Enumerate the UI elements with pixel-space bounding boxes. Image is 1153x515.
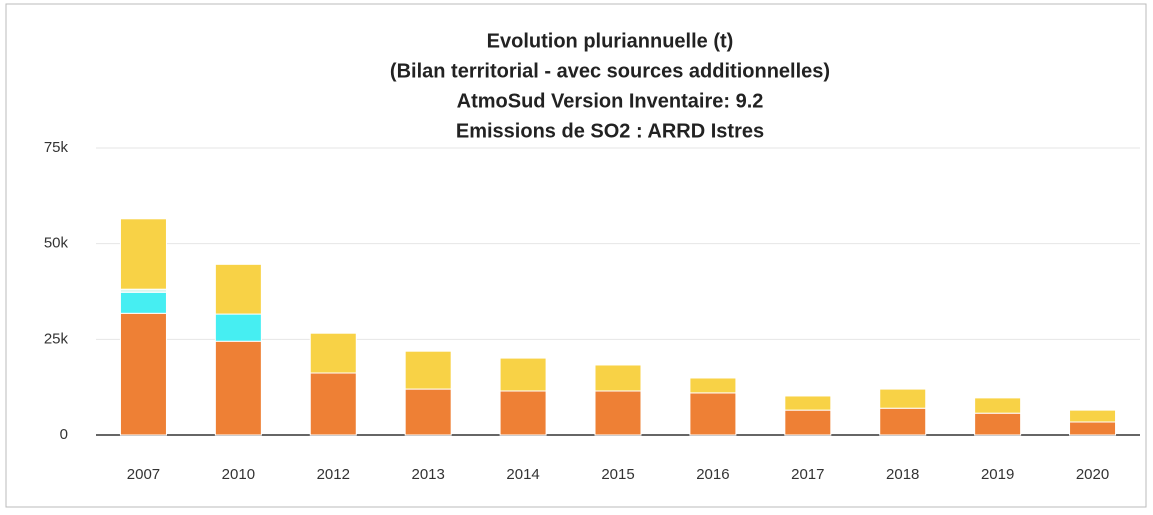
- bar-segment: [974, 397, 1022, 414]
- chart-title: Evolution pluriannuelle (t): [487, 30, 734, 52]
- bar-segment: [594, 364, 642, 392]
- bar-segment: [879, 407, 927, 436]
- bar-segment: [1069, 409, 1117, 423]
- bar-segment: [404, 350, 452, 390]
- x-tick-label: 2013: [411, 466, 444, 483]
- bar-segment: [404, 388, 452, 436]
- bar-segment: [119, 218, 167, 290]
- bar-segment: [689, 392, 737, 436]
- bar-segment: [499, 357, 547, 392]
- chart-title: AtmoSud Version Inventaire: 9.2: [457, 90, 764, 112]
- y-tick-label: 0: [60, 426, 68, 443]
- y-tick-label: 25k: [44, 330, 69, 347]
- x-tick-label: 2018: [886, 466, 919, 483]
- bar-segment: [214, 263, 262, 315]
- bar-segment: [1069, 421, 1117, 436]
- chart-frame: [5, 3, 1147, 508]
- bar-segment: [499, 390, 547, 436]
- chart-title: (Bilan territorial - avec sources additi…: [390, 60, 830, 82]
- bar-segment: [879, 388, 927, 409]
- y-tick-label: 50k: [44, 235, 69, 252]
- bar-segment: [214, 340, 262, 436]
- x-tick-label: 2010: [222, 466, 255, 483]
- x-tick-label: 2015: [601, 466, 634, 483]
- x-tick-label: 2017: [791, 466, 824, 483]
- x-tick-label: 2014: [506, 466, 539, 483]
- bar-segment: [119, 312, 167, 436]
- x-tick-label: 2012: [317, 466, 350, 483]
- bar-segment: [309, 332, 357, 374]
- x-tick-label: 2020: [1076, 466, 1109, 483]
- chart-title: Emissions de SO2 : ARRD Istres: [456, 120, 764, 142]
- bar-segment: [119, 291, 167, 314]
- x-tick-label: 2016: [696, 466, 729, 483]
- bar-segment: [689, 377, 737, 394]
- bar-segment: [309, 372, 357, 436]
- bar-segment: [594, 390, 642, 436]
- bar-segment: [974, 412, 1022, 436]
- bar-segment: [784, 409, 832, 436]
- bar-segment: [214, 313, 262, 342]
- y-tick-label: 75k: [44, 139, 69, 156]
- bar-segment: [784, 395, 832, 411]
- x-tick-label: 2019: [981, 466, 1014, 483]
- x-tick-label: 2007: [127, 466, 160, 483]
